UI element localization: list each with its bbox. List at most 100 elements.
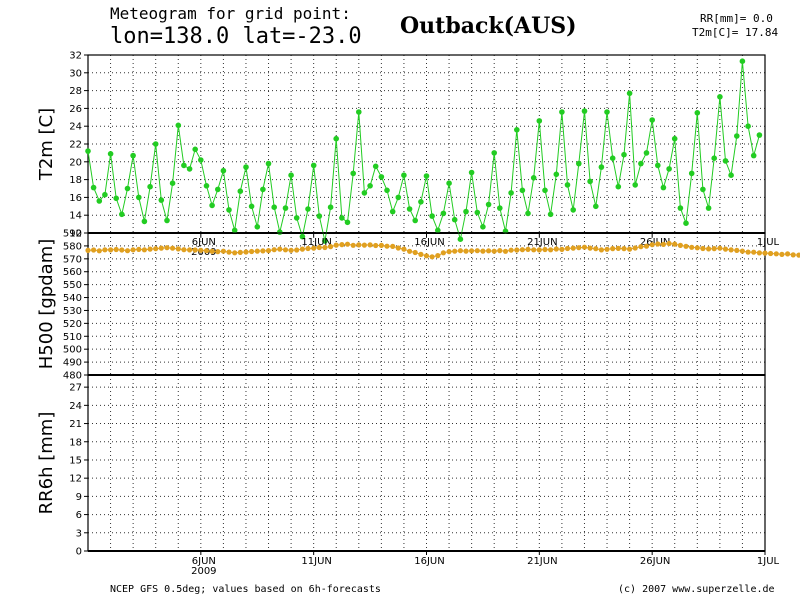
h500-point <box>423 253 430 259</box>
y-tick-label: 590 <box>63 229 82 240</box>
t2m-point <box>107 151 114 157</box>
x-tick-label: 26JUN <box>640 556 670 567</box>
t2m-point <box>666 166 672 172</box>
year-label: 2009 <box>191 247 216 258</box>
t2m-point <box>705 205 712 211</box>
h500-point <box>407 248 413 254</box>
h500-point <box>373 242 379 249</box>
y-tick-label: 26 <box>69 104 82 115</box>
h500-point <box>395 245 401 251</box>
h500-point <box>480 248 486 254</box>
t2m-point <box>671 135 678 142</box>
h500-point <box>728 247 734 253</box>
panel-3: 0 3 6 9 12 15 18 21 24 27 RR6h [mm] 6JUN 11JUN 16JUN 2… <box>36 374 780 577</box>
h500-point <box>706 246 712 252</box>
t2m-point <box>339 215 345 221</box>
y-tick-label: 480 <box>63 371 82 382</box>
y-tick-label: 490 <box>63 358 82 369</box>
h500-point <box>542 246 548 253</box>
h500-point <box>203 248 210 254</box>
h500-point <box>130 247 136 253</box>
h500-point <box>457 248 463 254</box>
h500-point <box>463 248 469 254</box>
y-tick-label: 28 <box>69 86 82 97</box>
t2m-point <box>412 217 419 224</box>
t2m-point <box>508 190 514 196</box>
t2m-point <box>604 109 610 115</box>
h500-point <box>209 248 215 254</box>
t2m-point <box>451 216 458 223</box>
h500-point <box>621 246 627 252</box>
location-title: Outback(AUS) <box>400 13 577 39</box>
h500-point <box>361 242 367 248</box>
t2m-point <box>626 90 633 97</box>
h500-point <box>649 242 655 248</box>
x-tick-label: 1JUL <box>757 237 780 248</box>
t2m-point <box>593 203 599 210</box>
y-tick-label: 0 <box>76 547 82 558</box>
y-tick-label: 14 <box>69 211 82 222</box>
h500-point <box>198 247 204 253</box>
t2m-point <box>367 183 373 189</box>
t2m-point <box>113 195 119 202</box>
y-tick-label: 32 <box>69 51 82 62</box>
h500-point <box>689 244 695 250</box>
t2m-point <box>547 211 554 218</box>
y-tick-label: 21 <box>69 419 82 430</box>
h500-point <box>700 245 706 252</box>
t2m-point <box>609 155 616 161</box>
t2m-point <box>519 187 526 194</box>
t2m-point <box>181 162 187 169</box>
t2m-point <box>310 162 317 169</box>
x-tick-label: 6JUN <box>192 556 216 567</box>
h500-point <box>113 246 119 253</box>
h500-point <box>660 241 667 247</box>
chart-title-line1: Meteogram for grid point: <box>110 4 351 23</box>
h500-point <box>711 246 717 252</box>
year-label: 2009 <box>191 566 216 577</box>
h500-point <box>553 246 559 252</box>
t2m-point <box>632 182 638 188</box>
h500-point <box>570 245 576 251</box>
t2m-point <box>277 229 283 235</box>
t2m-point <box>327 204 334 210</box>
h500-point <box>288 247 294 253</box>
y-tick-label: 580 <box>63 241 82 252</box>
h500-point <box>147 246 153 252</box>
h500-point <box>694 245 700 251</box>
t2m-point <box>192 146 198 153</box>
h500-point <box>108 247 114 253</box>
t2m-point <box>248 203 255 210</box>
t2m-point <box>497 205 503 211</box>
h500-point <box>141 247 147 253</box>
t2m-point <box>553 171 560 178</box>
h500-point <box>294 247 300 253</box>
t2m-point <box>468 169 475 176</box>
y-tick-label: 24 <box>69 122 82 133</box>
t2m-point <box>530 175 537 181</box>
t2m-point <box>124 185 131 192</box>
h500-point <box>339 242 345 248</box>
t2m-point <box>130 152 136 159</box>
h500-point <box>785 251 791 257</box>
h500-point <box>525 246 531 252</box>
h500-point <box>282 247 289 253</box>
h500-point <box>717 245 723 251</box>
h500-point <box>435 253 441 259</box>
h500-point <box>768 250 774 257</box>
chart-title-coordinates: lon=138.0 lat=-23.0 <box>110 24 362 49</box>
h500-point <box>734 247 740 253</box>
t2m-point <box>542 187 548 194</box>
t2m-point <box>305 206 311 212</box>
panel-1: 12 14 16 18 20 22 24 26 28 30 32 T2m [C] <box>36 51 766 244</box>
h500-point <box>316 244 322 251</box>
t2m-point <box>649 117 655 123</box>
t2m-point <box>299 233 306 240</box>
x-tick-label: 16JUN <box>414 556 444 567</box>
t2m-point <box>739 58 746 64</box>
y-tick-label: 30 <box>69 68 82 79</box>
t2m-point <box>254 224 261 230</box>
t2m-point <box>316 213 323 219</box>
h500-point <box>581 244 588 250</box>
t2m-point <box>514 127 520 133</box>
